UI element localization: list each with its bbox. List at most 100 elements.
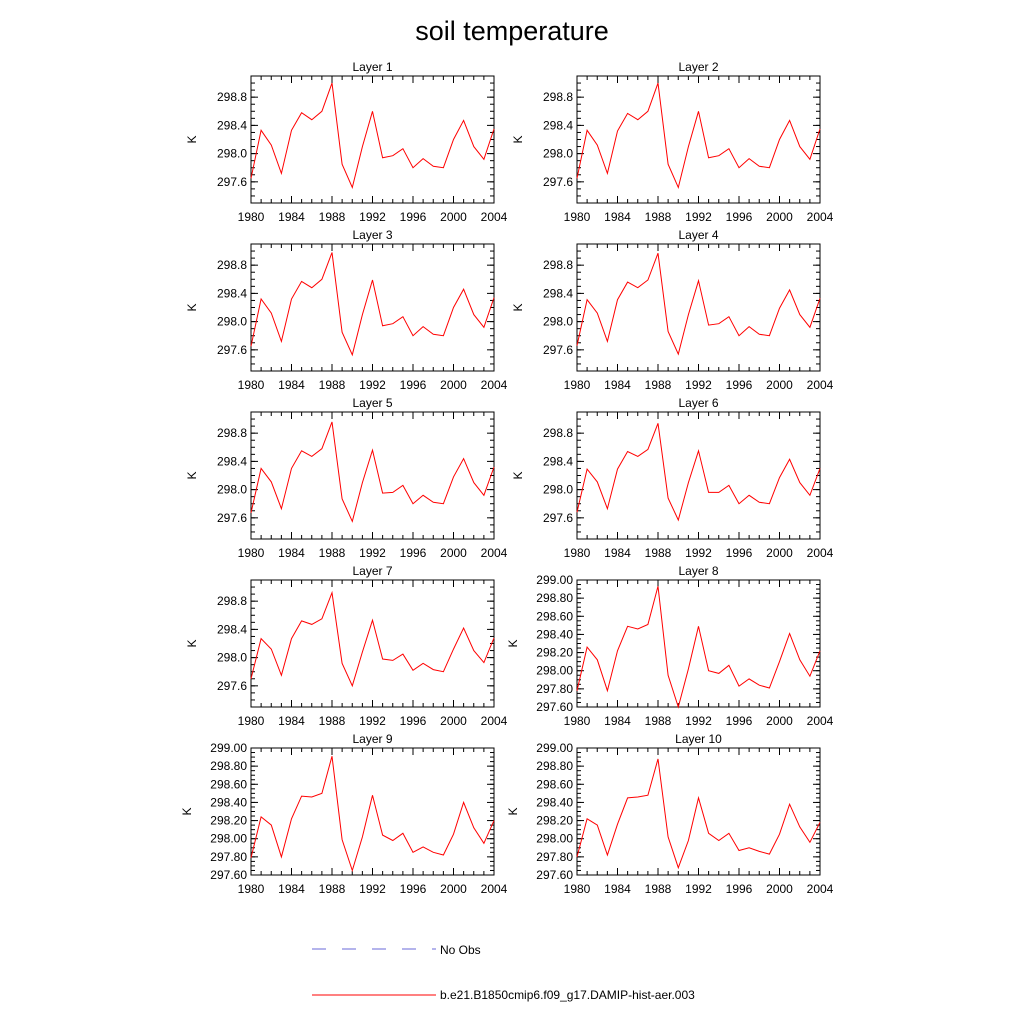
y-tick-label: 298.20	[536, 814, 573, 828]
x-tick-label: 1992	[685, 882, 712, 896]
y-tick-label: 298.00	[536, 664, 573, 678]
y-tick-label: 298.8	[217, 258, 247, 272]
panel-layer-8: Layer 8 1980 1984 1988 1992 1996 2000 2004 297.6…	[506, 564, 834, 728]
y-tick-label: 297.6	[543, 343, 573, 357]
y-axis-label: K	[511, 471, 525, 479]
x-tick-label: 1984	[604, 546, 631, 560]
x-tick-label: 1992	[685, 546, 712, 560]
y-tick-label: 298.8	[217, 594, 247, 608]
y-tick-label: 298.4	[217, 454, 247, 468]
series-line-model	[250, 590, 495, 688]
y-axis-label: K	[185, 135, 199, 143]
series-line-model	[576, 758, 821, 870]
panel-layer-2: Layer 2 1980 1984 1988 1992 1996 2000 2004 297.6…	[511, 60, 834, 224]
series-line-model	[576, 253, 821, 356]
y-tick-label: 298.00	[536, 832, 573, 846]
y-tick-label: 298.40	[210, 795, 247, 809]
y-tick-label: 298.0	[543, 147, 573, 161]
x-tick-label: 1988	[645, 882, 672, 896]
x-tick-label: 2000	[766, 210, 793, 224]
x-tick-label: 2000	[440, 714, 467, 728]
y-tick-label: 298.8	[543, 426, 573, 440]
x-tick-label: 1988	[319, 882, 346, 896]
series-line-model	[250, 82, 495, 190]
x-tick-label: 2004	[807, 714, 834, 728]
x-tick-label: 1988	[319, 210, 346, 224]
x-tick-label: 1980	[564, 714, 591, 728]
y-tick-label: 298.0	[543, 315, 573, 329]
x-tick-label: 1984	[278, 882, 305, 896]
plot-frame	[576, 411, 821, 540]
x-tick-label: 2004	[807, 210, 834, 224]
panel-layer-3: Layer 3 1980 1984 1988 1992 1996 2000 2004 297.6…	[185, 228, 508, 392]
series-line-model	[576, 423, 821, 522]
x-tick-label: 1984	[278, 210, 305, 224]
panel-title: Layer 6	[678, 396, 718, 410]
y-tick-label: 297.6	[217, 679, 247, 693]
y-tick-label: 297.60	[536, 700, 573, 714]
x-tick-label: 1992	[685, 714, 712, 728]
x-tick-label: 1984	[604, 210, 631, 224]
y-tick-label: 298.80	[536, 759, 573, 773]
x-tick-label: 2004	[481, 546, 508, 560]
y-axis-label: K	[185, 471, 199, 479]
y-tick-label: 297.6	[217, 175, 247, 189]
x-tick-label: 1980	[564, 378, 591, 392]
plot-frame	[576, 579, 821, 708]
y-axis-label: K	[185, 303, 199, 311]
x-tick-label: 1988	[319, 714, 346, 728]
plot-frame	[250, 75, 495, 204]
x-tick-label: 1988	[645, 546, 672, 560]
x-tick-label: 1992	[685, 378, 712, 392]
panel-title: Layer 10	[675, 732, 722, 746]
x-tick-label: 2000	[440, 378, 467, 392]
y-tick-label: 298.4	[217, 118, 247, 132]
plot-frame	[250, 243, 495, 372]
y-tick-label: 298.0	[543, 483, 573, 497]
y-tick-label: 297.80	[536, 850, 573, 864]
x-tick-label: 1980	[238, 546, 265, 560]
x-tick-label: 1996	[726, 714, 753, 728]
panel-layer-5: Layer 5 1980 1984 1988 1992 1996 2000 2004 297.6…	[185, 396, 508, 560]
y-axis-label: K	[506, 807, 520, 815]
x-tick-label: 2004	[481, 210, 508, 224]
legend: No Obs b.e21.B1850cmip6.f09_g17.DAMIP-hi…	[312, 943, 695, 1002]
legend-label-model: b.e21.B1850cmip6.f09_g17.DAMIP-hist-aer.…	[440, 988, 695, 1002]
x-tick-label: 1992	[359, 378, 386, 392]
x-tick-label: 2000	[766, 546, 793, 560]
y-tick-label: 298.0	[217, 651, 247, 665]
series-line-model	[250, 421, 495, 523]
y-axis-label: K	[506, 639, 520, 647]
legend-label-no-obs: No Obs	[440, 943, 481, 957]
x-tick-label: 1992	[359, 714, 386, 728]
x-tick-label: 1980	[564, 210, 591, 224]
plot-frame	[250, 579, 495, 708]
x-tick-label: 1980	[238, 882, 265, 896]
y-tick-label: 298.8	[217, 90, 247, 104]
x-tick-label: 1996	[400, 378, 427, 392]
panel-title: Layer 3	[352, 228, 392, 242]
x-tick-label: 1988	[319, 546, 346, 560]
x-tick-label: 1980	[238, 714, 265, 728]
panel-title: Layer 1	[352, 60, 392, 74]
y-tick-label: 297.6	[543, 511, 573, 525]
y-tick-label: 297.6	[543, 175, 573, 189]
x-tick-label: 1992	[359, 882, 386, 896]
y-tick-label: 298.4	[543, 118, 573, 132]
y-tick-label: 297.80	[210, 850, 247, 864]
x-tick-label: 1984	[278, 378, 305, 392]
y-tick-label: 298.40	[536, 627, 573, 641]
x-tick-label: 1984	[278, 714, 305, 728]
y-tick-label: 299.00	[536, 741, 573, 755]
y-tick-label: 298.0	[217, 315, 247, 329]
x-tick-label: 1996	[400, 882, 427, 896]
series-line-model	[250, 252, 495, 357]
x-tick-label: 1996	[400, 546, 427, 560]
y-tick-label: 298.8	[217, 426, 247, 440]
x-tick-label: 1996	[726, 882, 753, 896]
panel-layer-10: Layer 10 1980 1984 1988 1992 1996 2000 2004 297.…	[506, 732, 834, 896]
y-axis-label: K	[185, 639, 199, 647]
x-tick-label: 1984	[604, 378, 631, 392]
x-tick-label: 2000	[440, 546, 467, 560]
